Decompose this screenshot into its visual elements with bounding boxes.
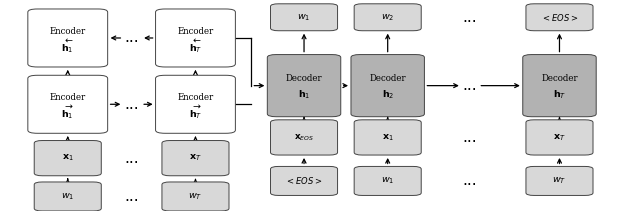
Text: $w_1$: $w_1$: [61, 191, 74, 202]
FancyBboxPatch shape: [354, 120, 421, 155]
FancyBboxPatch shape: [354, 166, 421, 195]
Text: $\overrightarrow{\mathbf{h}_T}$: $\overrightarrow{\mathbf{h}_T}$: [189, 104, 202, 121]
Text: $<EOS>$: $<EOS>$: [541, 12, 578, 23]
Text: ...: ...: [463, 130, 477, 145]
FancyBboxPatch shape: [271, 120, 337, 155]
Text: $<EOS>$: $<EOS>$: [285, 175, 323, 187]
Text: ...: ...: [463, 173, 477, 188]
FancyBboxPatch shape: [526, 4, 593, 31]
Text: ...: ...: [124, 30, 139, 46]
FancyBboxPatch shape: [156, 9, 236, 67]
FancyBboxPatch shape: [28, 9, 108, 67]
Text: $\mathbf{h}_1$: $\mathbf{h}_1$: [298, 88, 310, 101]
FancyBboxPatch shape: [523, 55, 596, 117]
Text: $w_1$: $w_1$: [298, 12, 310, 23]
Text: Encoder: Encoder: [50, 93, 86, 102]
FancyBboxPatch shape: [34, 141, 101, 176]
FancyBboxPatch shape: [354, 4, 421, 31]
Text: $\mathbf{x}_T$: $\mathbf{x}_T$: [553, 132, 566, 143]
Text: $\mathbf{x}_1$: $\mathbf{x}_1$: [382, 132, 394, 143]
Text: $\mathbf{h}_T$: $\mathbf{h}_T$: [553, 88, 566, 101]
Text: $\overleftarrow{\mathbf{h}_1}$: $\overleftarrow{\mathbf{h}_1}$: [61, 37, 74, 55]
FancyBboxPatch shape: [28, 75, 108, 133]
Text: ...: ...: [124, 189, 139, 204]
FancyBboxPatch shape: [526, 166, 593, 195]
FancyBboxPatch shape: [156, 75, 236, 133]
Text: $w_2$: $w_2$: [381, 12, 394, 23]
FancyBboxPatch shape: [526, 120, 593, 155]
FancyBboxPatch shape: [271, 4, 337, 31]
FancyBboxPatch shape: [268, 55, 340, 117]
Text: Decoder: Decoder: [285, 74, 323, 83]
Text: $\overrightarrow{\mathbf{h}_1}$: $\overrightarrow{\mathbf{h}_1}$: [61, 104, 74, 121]
Text: $\mathbf{x}_1$: $\mathbf{x}_1$: [62, 153, 74, 163]
Text: $\overleftarrow{\mathbf{h}_T}$: $\overleftarrow{\mathbf{h}_T}$: [189, 37, 202, 55]
Text: $\mathbf{x}_T$: $\mathbf{x}_T$: [189, 153, 202, 163]
FancyBboxPatch shape: [162, 141, 229, 176]
Text: $w_T$: $w_T$: [552, 176, 566, 186]
FancyBboxPatch shape: [34, 182, 101, 211]
Text: ...: ...: [463, 78, 477, 93]
Text: $w_T$: $w_T$: [188, 191, 203, 202]
Text: $\mathbf{h}_2$: $\mathbf{h}_2$: [381, 88, 394, 101]
Text: Decoder: Decoder: [369, 74, 406, 83]
Text: Encoder: Encoder: [50, 27, 86, 35]
Text: ...: ...: [124, 151, 139, 166]
Text: $\mathbf{x}_{EOS}$: $\mathbf{x}_{EOS}$: [294, 132, 314, 143]
Text: Encoder: Encoder: [177, 27, 214, 35]
Text: ...: ...: [124, 97, 139, 112]
Text: ...: ...: [463, 10, 477, 25]
FancyBboxPatch shape: [271, 166, 337, 195]
FancyBboxPatch shape: [162, 182, 229, 211]
Text: $w_1$: $w_1$: [381, 176, 394, 186]
FancyBboxPatch shape: [351, 55, 424, 117]
Text: Decoder: Decoder: [541, 74, 578, 83]
Text: Encoder: Encoder: [177, 93, 214, 102]
